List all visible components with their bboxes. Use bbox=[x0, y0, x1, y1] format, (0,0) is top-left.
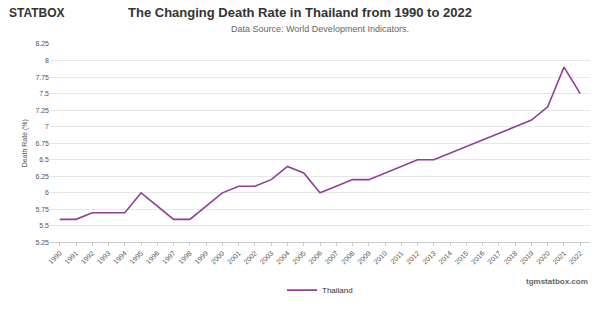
svg-text:2007: 2007 bbox=[323, 250, 339, 266]
svg-text:8.25: 8.25 bbox=[35, 40, 49, 47]
svg-text:2020: 2020 bbox=[535, 250, 551, 266]
svg-text:5.75: 5.75 bbox=[35, 206, 49, 213]
svg-text:2017: 2017 bbox=[486, 250, 502, 266]
svg-text:1997: 1997 bbox=[161, 250, 177, 266]
svg-text:7.25: 7.25 bbox=[35, 107, 49, 114]
svg-text:7.5: 7.5 bbox=[39, 90, 49, 97]
svg-text:1996: 1996 bbox=[145, 250, 161, 266]
svg-text:2006: 2006 bbox=[307, 250, 323, 266]
svg-text:2011: 2011 bbox=[389, 250, 405, 266]
svg-text:2013: 2013 bbox=[421, 250, 437, 266]
svg-text:8: 8 bbox=[45, 57, 49, 64]
svg-text:6: 6 bbox=[45, 189, 49, 196]
svg-text:6.5: 6.5 bbox=[39, 156, 49, 163]
svg-text:Data Source: World Development: Data Source: World Development Indicator… bbox=[231, 24, 409, 34]
svg-text:2012: 2012 bbox=[405, 250, 421, 266]
svg-text:1998: 1998 bbox=[177, 250, 193, 266]
svg-text:The Changing Death Rate in Tha: The Changing Death Rate in Thailand from… bbox=[128, 5, 472, 20]
svg-text:2018: 2018 bbox=[502, 250, 518, 266]
svg-text:STATBOX: STATBOX bbox=[9, 6, 65, 20]
svg-text:1993: 1993 bbox=[96, 250, 112, 266]
svg-text:2014: 2014 bbox=[437, 250, 453, 266]
svg-text:Death Rate (%): Death Rate (%) bbox=[21, 119, 29, 167]
svg-text:1991: 1991 bbox=[63, 250, 79, 266]
svg-text:1995: 1995 bbox=[128, 250, 144, 266]
svg-text:7: 7 bbox=[45, 123, 49, 130]
svg-text:2004: 2004 bbox=[275, 250, 291, 266]
svg-text:2005: 2005 bbox=[291, 250, 307, 266]
svg-text:1990: 1990 bbox=[47, 250, 63, 266]
svg-text:2001: 2001 bbox=[226, 250, 242, 266]
svg-text:1992: 1992 bbox=[80, 250, 96, 266]
svg-text:2002: 2002 bbox=[242, 250, 258, 266]
svg-text:1994: 1994 bbox=[112, 250, 128, 266]
svg-text:5.5: 5.5 bbox=[39, 222, 49, 229]
svg-text:6.75: 6.75 bbox=[35, 140, 49, 147]
svg-text:1999: 1999 bbox=[193, 250, 209, 266]
svg-text:2021: 2021 bbox=[551, 250, 567, 266]
svg-text:2016: 2016 bbox=[470, 250, 486, 266]
svg-text:tgmstatbox.com: tgmstatbox.com bbox=[526, 277, 588, 286]
svg-text:2022: 2022 bbox=[567, 250, 583, 266]
svg-text:2019: 2019 bbox=[519, 250, 535, 266]
svg-text:7.75: 7.75 bbox=[35, 74, 49, 81]
svg-text:2003: 2003 bbox=[258, 250, 274, 266]
svg-text:2010: 2010 bbox=[372, 250, 388, 266]
svg-text:2009: 2009 bbox=[356, 250, 372, 266]
svg-text:2008: 2008 bbox=[340, 250, 356, 266]
svg-text:Thailand: Thailand bbox=[322, 286, 353, 295]
svg-text:6.25: 6.25 bbox=[35, 173, 49, 180]
svg-text:2015: 2015 bbox=[454, 250, 470, 266]
svg-text:2000: 2000 bbox=[210, 250, 226, 266]
svg-text:5.25: 5.25 bbox=[35, 239, 49, 246]
